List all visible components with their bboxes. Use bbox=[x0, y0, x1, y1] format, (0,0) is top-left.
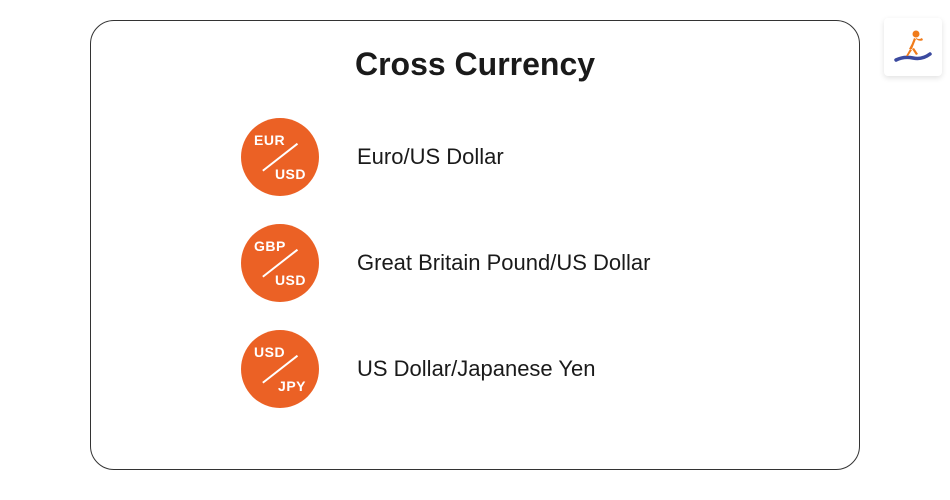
logo-icon bbox=[892, 26, 934, 68]
quote-currency: JPY bbox=[278, 378, 306, 394]
currency-circle-icon: EUR USD bbox=[241, 118, 319, 196]
currency-circle-icon: GBP USD bbox=[241, 224, 319, 302]
base-currency: EUR bbox=[254, 132, 285, 148]
pair-label: Euro/US Dollar bbox=[357, 144, 504, 170]
pair-label: US Dollar/Japanese Yen bbox=[357, 356, 596, 382]
base-currency: USD bbox=[254, 344, 285, 360]
brand-logo bbox=[884, 18, 942, 76]
currency-pair-row: EUR USD Euro/US Dollar bbox=[241, 118, 819, 196]
cross-currency-card: Cross Currency EUR USD Euro/US Dollar GB… bbox=[90, 20, 860, 470]
currency-pair-row: GBP USD Great Britain Pound/US Dollar bbox=[241, 224, 819, 302]
base-currency: GBP bbox=[254, 238, 286, 254]
currency-pair-row: USD JPY US Dollar/Japanese Yen bbox=[241, 330, 819, 408]
quote-currency: USD bbox=[275, 166, 306, 182]
currency-circle-icon: USD JPY bbox=[241, 330, 319, 408]
card-title: Cross Currency bbox=[131, 46, 819, 83]
pair-label: Great Britain Pound/US Dollar bbox=[357, 250, 650, 276]
quote-currency: USD bbox=[275, 272, 306, 288]
